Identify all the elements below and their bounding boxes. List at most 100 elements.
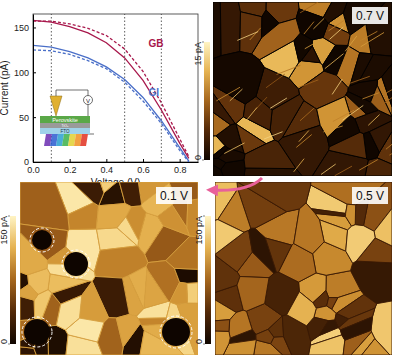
grain [68, 203, 99, 230]
iv-chart: 0.00.20.40.60.8050100150Voltage (V)Curre… [0, 14, 199, 188]
grain [187, 283, 198, 304]
x-tick-mark [106, 159, 107, 162]
colorbar [204, 42, 210, 160]
grain [80, 281, 109, 322]
grain [237, 277, 269, 312]
grain [116, 314, 140, 346]
grain [365, 158, 392, 176]
grain [319, 220, 347, 251]
streak [389, 149, 392, 155]
grain [128, 266, 146, 308]
streak [305, 41, 318, 48]
x-tick-mark [180, 159, 181, 162]
grain [287, 292, 317, 326]
panel-title: 0.1 V [160, 189, 188, 203]
grain [327, 298, 338, 310]
inset-schematic: VPerovskiteTiO₂FTO [40, 90, 94, 146]
y-axis-title: Current (pA) [0, 60, 10, 115]
streak [230, 89, 243, 101]
grain [345, 204, 355, 226]
inset-label: Perovskite [52, 117, 78, 123]
streak [325, 54, 344, 69]
y-tick: 150 [14, 23, 36, 33]
highlight-circle [160, 316, 192, 348]
y-tick: 0 [24, 157, 36, 167]
streak [345, 36, 357, 51]
afm-tip [50, 96, 62, 116]
current-map: 0.7 V015 pA [193, 2, 394, 176]
map-background [20, 182, 198, 355]
streak [266, 74, 285, 88]
y-tick-label: 0 [24, 157, 29, 167]
y-tick: 100 [14, 68, 36, 78]
streak [237, 32, 258, 41]
colorbar-label: 150 pA [0, 216, 9, 245]
colorbar-label: 0 [194, 339, 204, 344]
y-tick-label: 50 [19, 113, 29, 123]
y-tick: 50 [19, 113, 36, 123]
grain [240, 12, 262, 54]
streak [216, 87, 240, 101]
y-tick-mark [33, 72, 36, 73]
grain [317, 97, 351, 138]
x-tick: 0.2 [64, 159, 77, 175]
map-background [213, 2, 392, 176]
plot-area [33, 14, 189, 162]
colorbar-label: 15 pA [193, 42, 203, 66]
arrow [212, 178, 262, 190]
current-map: 0.1 V 0 150 pA [0, 182, 198, 355]
grain [265, 238, 291, 272]
grain [244, 140, 296, 169]
grain [215, 320, 230, 332]
streak [313, 18, 324, 29]
grain [329, 132, 367, 158]
streak [304, 22, 314, 34]
colorbar [205, 216, 211, 344]
grain [213, 2, 221, 59]
map-image [20, 182, 198, 355]
streak [264, 132, 282, 139]
streak [362, 93, 379, 99]
panel-title: 0.5 V [356, 189, 384, 203]
streak [361, 33, 384, 47]
grain [311, 182, 386, 205]
colorbar [10, 216, 16, 344]
iv-curve [33, 50, 189, 162]
figure: 0.00.20.40.60.8050100150Voltage (V)Curre… [0, 0, 394, 356]
y-axis: 0 50 100 150 [14, 15, 36, 168]
streak [386, 86, 392, 93]
streak [224, 143, 244, 154]
map-image [213, 2, 392, 176]
x-tick-label: 0.4 [101, 165, 114, 175]
x-tick-label: 0.0 [27, 165, 40, 175]
grain [220, 2, 240, 56]
y-axis-line [33, 15, 34, 163]
grain [28, 268, 50, 294]
curve-label: GB [149, 38, 164, 49]
grain [20, 224, 68, 260]
colorbar-label: 150 pA [194, 216, 204, 245]
streak [332, 79, 342, 94]
y-tick-mark [33, 117, 36, 118]
streak [300, 108, 314, 121]
grain [119, 182, 141, 207]
streak [382, 90, 392, 105]
grain [340, 317, 372, 340]
x-tick-label: 0.2 [64, 165, 77, 175]
streak [333, 110, 354, 121]
grain [256, 329, 274, 343]
grain [244, 168, 302, 176]
streak [298, 80, 319, 88]
dark-region [64, 252, 88, 276]
dark-region [162, 318, 190, 346]
streak [386, 134, 392, 150]
label-box [352, 7, 388, 24]
grain [346, 225, 375, 264]
x-tick: 0.6 [137, 159, 150, 175]
colorbar-label: 0 [0, 339, 9, 344]
curve-label: GI [149, 87, 160, 98]
x-axis-line [34, 162, 199, 163]
streak [342, 105, 363, 120]
inset-label: FTO [61, 129, 70, 134]
y-tick-label: 150 [14, 23, 29, 33]
